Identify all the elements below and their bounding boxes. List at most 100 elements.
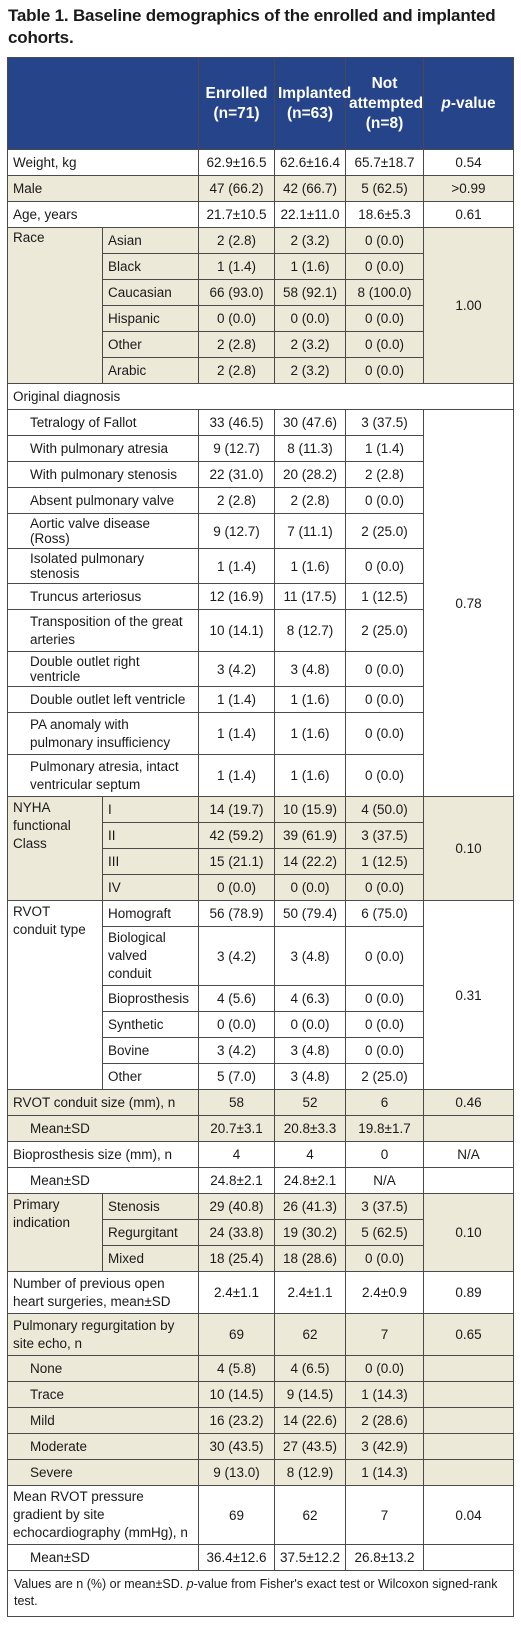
cell-implanted: 30 (47.6) (274, 409, 346, 436)
table-row: Synthetic 0 (0.0) 0 (0.0) 0 (0.0) (8, 1011, 514, 1038)
sub-label: Stenosis (102, 1193, 199, 1220)
cell-implanted: 0 (0.0) (274, 305, 346, 332)
row-label: Mean RVOT pressure gradient by site echo… (7, 1485, 199, 1545)
cell-not-attempted: 18.6±5.3 (345, 201, 424, 228)
cell-not-attempted: 7 (345, 1485, 424, 1545)
cell-enrolled: 24 (33.8) (198, 1219, 275, 1246)
cell-pvalue: 0.46 (423, 1089, 514, 1116)
row-label: Bioprosthesis size (mm), n (7, 1141, 199, 1168)
cell-enrolled: 2 (2.8) (198, 487, 275, 514)
cell-implanted: 2 (3.2) (274, 331, 346, 358)
cell-enrolled: 33 (46.5) (198, 409, 275, 436)
cell-not-attempted: 0 (0.0) (345, 1355, 424, 1382)
cell-implanted: 8 (12.7) (274, 609, 346, 652)
cell-implanted: 8 (12.9) (274, 1459, 346, 1486)
cell-not-attempted: 0 (0.0) (345, 712, 424, 755)
table-row: Pulmonary atresia, intact ventricular se… (7, 754, 514, 797)
cell-enrolled: 2.4±1.1 (198, 1271, 275, 1314)
group-label-nyha: NYHA functional Class (7, 796, 103, 901)
cell-not-attempted: 2 (2.8) (345, 461, 424, 488)
cell-pvalue: 1.00 (423, 227, 514, 384)
row-label: Pulmonary regurgitation by site echo, n (7, 1313, 199, 1356)
cell-not-attempted: 2 (28.6) (345, 1407, 424, 1434)
cell-implanted: 2.4±1.1 (274, 1271, 346, 1314)
cell-enrolled: 10 (14.5) (198, 1381, 275, 1408)
cell-enrolled: 24.8±2.1 (198, 1167, 275, 1194)
cell-enrolled: 36.4±12.6 (198, 1544, 275, 1571)
table-row: Bioprosthesis 4 (5.6) 4 (6.3) 0 (0.0) (8, 985, 514, 1012)
table-row: Severe 9 (13.0) 8 (12.9) 1 (14.3) (7, 1459, 514, 1486)
demographics-table: Enrolled (n=71) Implanted (n=63) Not att… (7, 57, 514, 1617)
cell-pvalue: 0.10 (423, 796, 514, 901)
cell-not-attempted: 0 (0.0) (345, 227, 424, 254)
cell-not-attempted: 5 (62.5) (345, 1219, 424, 1246)
cell-enrolled: 42 (59.2) (198, 822, 275, 849)
cell-not-attempted: 0 (0.0) (345, 651, 424, 687)
sub-label: With pulmonary stenosis (7, 461, 199, 488)
cell-enrolled: 30 (43.5) (198, 1433, 275, 1460)
cell-implanted: 27 (43.5) (274, 1433, 346, 1460)
cell-enrolled: 2 (2.8) (198, 331, 275, 358)
cell-pvalue-empty (423, 1433, 514, 1460)
cell-not-attempted: 3 (42.9) (345, 1433, 424, 1460)
cell-enrolled: 9 (13.0) (198, 1459, 275, 1486)
cell-not-attempted: 3 (37.5) (345, 409, 424, 436)
sub-label: IV (102, 874, 199, 901)
cell-not-attempted: 0 (345, 1141, 424, 1168)
cell-pvalue-empty (423, 1459, 514, 1486)
sub-label: Homograft (102, 900, 199, 927)
cell-not-attempted: 1 (14.3) (345, 1381, 424, 1408)
cell-not-attempted: 7 (345, 1313, 424, 1356)
cell-enrolled: 16 (23.2) (198, 1407, 275, 1434)
row-label: Age, years (7, 201, 199, 228)
footnote-text: Values are n (%) or mean±SD. (14, 1577, 187, 1591)
table-row: Pulmonary regurgitation by site echo, n … (7, 1313, 514, 1356)
cell-pvalue: 0.61 (423, 201, 514, 228)
sub-label: Tetralogy of Fallot (7, 409, 199, 436)
group-label-indication: Primary indication (7, 1193, 103, 1272)
sub-label: I (102, 796, 199, 823)
cell-pvalue-empty (423, 1544, 514, 1571)
header-not-attempted: Not attempted (n=8) (345, 57, 424, 150)
cell-not-attempted: 0 (0.0) (345, 754, 424, 797)
cell-implanted: 3 (4.8) (274, 1063, 346, 1090)
sub-label: Pulmonary atresia, intact ventricular se… (7, 754, 199, 797)
cell-enrolled: 4 (5.8) (198, 1355, 275, 1382)
cell-enrolled: 10 (14.1) (198, 609, 275, 652)
table-row: Race Asian 2 (2.8) 2 (3.2) 0 (0.0) 1.00 (7, 227, 514, 384)
cell-not-attempted: 0 (0.0) (345, 926, 424, 986)
cell-not-attempted: 26.8±13.2 (345, 1544, 424, 1571)
table-row: Bioprosthesis size (mm), n 4 4 0 N/A (7, 1141, 514, 1168)
table-row: Mean RVOT pressure gradient by site echo… (7, 1485, 514, 1545)
row-label: Number of previous open heart surgeries,… (7, 1271, 199, 1314)
cell-not-attempted: 0 (0.0) (345, 1037, 424, 1064)
sub-label: Bioprosthesis (102, 985, 199, 1012)
cell-enrolled: 58 (198, 1089, 275, 1116)
sub-label: Mild (7, 1407, 199, 1434)
sub-label: Aortic valve disease (Ross) (7, 513, 199, 549)
table-row: Absent pulmonary valve 2 (2.8) 2 (2.8) 0… (7, 487, 514, 514)
table-row: Primary indication Stenosis 29 (40.8) 26… (7, 1193, 514, 1272)
cell-pvalue-empty (423, 1167, 514, 1194)
cell-implanted: 1 (1.6) (274, 754, 346, 797)
cell-implanted: 3 (4.8) (274, 926, 346, 986)
cell-enrolled: 15 (21.1) (198, 848, 275, 875)
row-label: RVOT conduit size (mm), n (7, 1089, 199, 1116)
cell-enrolled: 5 (7.0) (198, 1063, 275, 1090)
sub-label: Other (102, 331, 199, 358)
cell-enrolled: 0 (0.0) (198, 305, 275, 332)
cell-not-attempted: 65.7±18.7 (345, 149, 424, 176)
table-row: Tetralogy of Fallot 33 (46.5) 30 (47.6) … (7, 409, 514, 797)
cell-pvalue-empty (423, 1381, 514, 1408)
cell-enrolled: 1 (1.4) (198, 712, 275, 755)
cell-not-attempted: N/A (345, 1167, 424, 1194)
cell-implanted: 7 (11.1) (274, 513, 346, 549)
cell-implanted: 3 (4.8) (274, 1037, 346, 1064)
table-row: Mean±SD 20.7±3.1 20.8±3.3 19.8±1.7 (7, 1115, 514, 1142)
cell-enrolled: 29 (40.8) (198, 1193, 275, 1220)
cell-enrolled: 3 (4.2) (198, 651, 275, 687)
header-blank (7, 57, 199, 150)
table-row: Mean±SD 36.4±12.6 37.5±12.2 26.8±13.2 (7, 1544, 514, 1571)
cell-pvalue-empty (423, 1355, 514, 1382)
